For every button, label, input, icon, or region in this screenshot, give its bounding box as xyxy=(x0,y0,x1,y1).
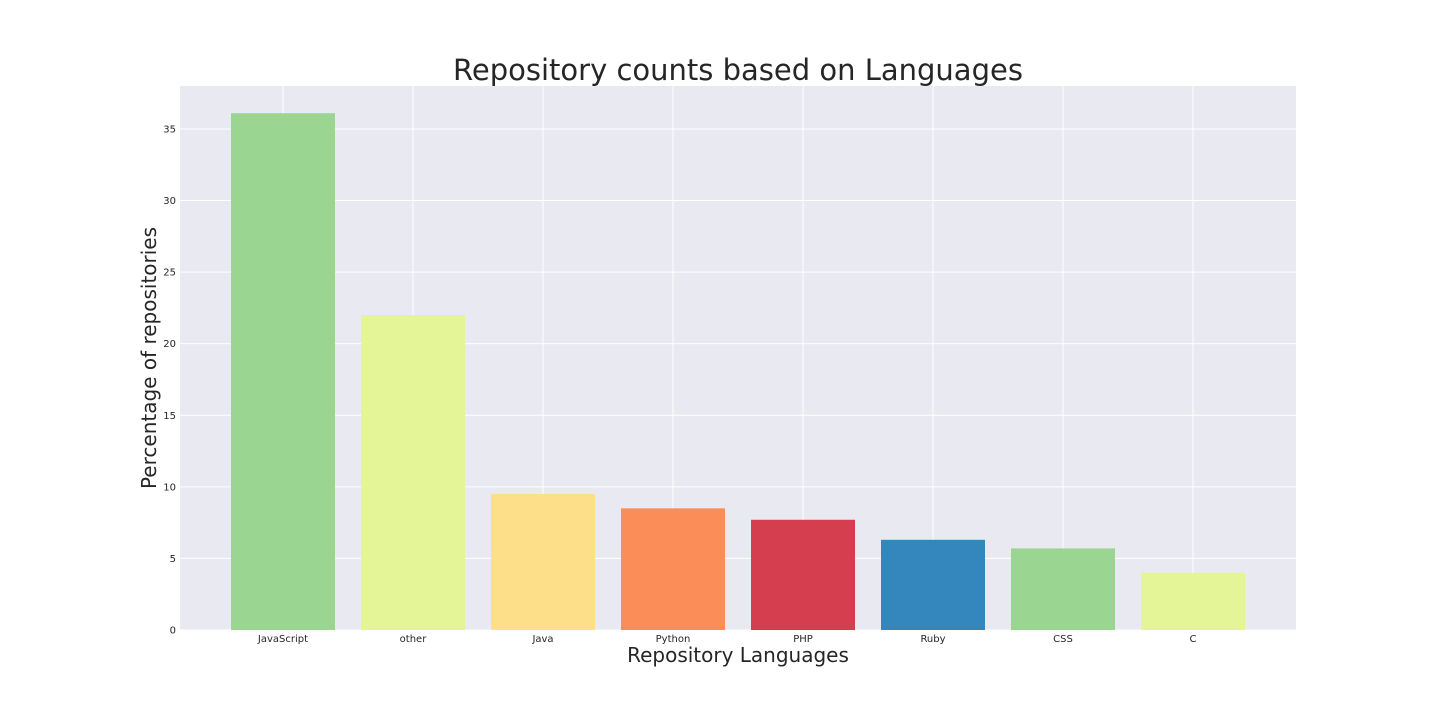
y-tick-label: 20 xyxy=(163,339,176,350)
chart-title: Repository counts based on Languages xyxy=(453,53,1023,87)
bar-java xyxy=(491,494,595,630)
plot-area xyxy=(180,86,1296,630)
y-tick-labels: 0 5 10 15 20 25 30 35 xyxy=(163,124,176,636)
bar-css xyxy=(1011,548,1115,630)
bar-javascript xyxy=(231,113,335,630)
y-tick-label: 5 xyxy=(170,554,176,565)
x-tick-labels: JavaScript other Java Python PHP Ruby CSS C xyxy=(257,634,1197,645)
x-tick-label: PHP xyxy=(793,634,813,645)
x-tick-label: Java xyxy=(531,634,553,645)
x-axis-label: Repository Languages xyxy=(627,643,849,667)
bar-other xyxy=(361,315,465,630)
bar-php xyxy=(751,519,855,630)
y-tick-label: 35 xyxy=(163,124,176,135)
y-tick-label: 30 xyxy=(163,196,176,207)
x-tick-label: C xyxy=(1190,634,1197,645)
x-tick-label: Python xyxy=(656,634,691,645)
x-tick-label: CSS xyxy=(1053,634,1073,645)
y-tick-label: 25 xyxy=(163,268,176,279)
x-tick-label: other xyxy=(400,634,428,645)
y-axis-label: Percentage of repositories xyxy=(137,227,161,489)
bar-c xyxy=(1141,572,1245,630)
bar-ruby xyxy=(881,539,985,630)
y-tick-label: 10 xyxy=(163,482,176,493)
bar-python xyxy=(621,508,725,630)
x-tick-label: JavaScript xyxy=(257,634,308,645)
x-tick-label: Ruby xyxy=(920,634,945,645)
y-tick-label: 15 xyxy=(163,411,176,422)
y-tick-label: 0 xyxy=(170,626,176,637)
bars xyxy=(231,113,1245,630)
